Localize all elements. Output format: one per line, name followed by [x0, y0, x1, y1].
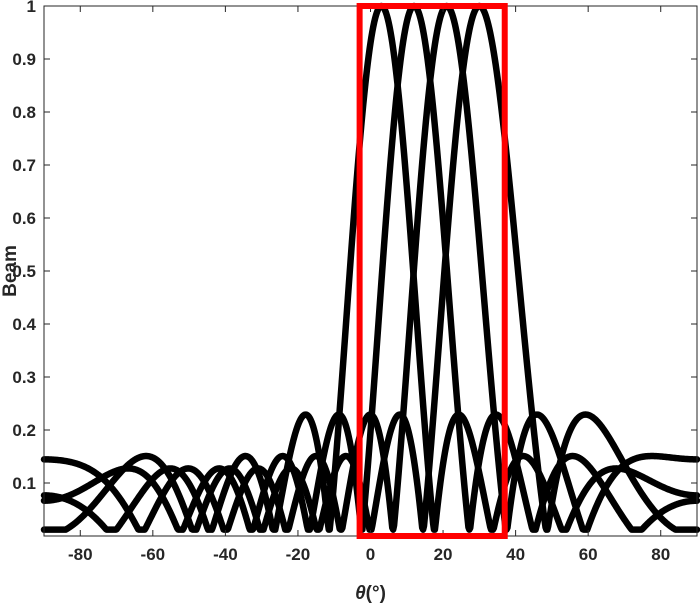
y-tick-label: 0.6 [12, 209, 36, 228]
x-tick-label: -20 [286, 545, 311, 564]
y-tick-label: 0.1 [12, 474, 36, 493]
x-tick-label: 60 [579, 545, 598, 564]
beam-series-line-3 [40, 2, 700, 533]
y-tick-label: 0.3 [12, 368, 36, 387]
x-tick-label: -40 [213, 545, 238, 564]
y-tick-label: 1 [27, 0, 36, 16]
x-tick-label: 0 [366, 545, 375, 564]
beam-series-line-2 [40, 2, 700, 533]
beam-series-line-4 [40, 2, 700, 533]
x-tick-label: 40 [506, 545, 525, 564]
x-axis-label-unit: (°) [366, 583, 386, 604]
x-tick-label: 20 [434, 545, 453, 564]
y-axis-ticks: 0.1 0.2 0.3 0.4 0.5 0.6 0.7 0.8 0.9 1 [12, 0, 697, 493]
beam-curves [40, 2, 700, 533]
x-tick-label: -60 [141, 545, 166, 564]
highlight-rectangle [356, 3, 508, 539]
y-tick-label: 0.2 [12, 421, 36, 440]
y-tick-label: 0.7 [12, 156, 36, 175]
y-axis-label: Beam [0, 245, 21, 297]
x-axis-label: θ(°) [355, 583, 386, 604]
y-tick-label: 0.4 [12, 315, 36, 334]
x-axis-ticks: -80 -60 -40 -20 0 20 40 60 80 [68, 6, 670, 564]
y-tick-label: 0.9 [12, 50, 36, 69]
x-tick-label: 80 [651, 545, 670, 564]
x-axis-label-symbol: θ [355, 583, 366, 604]
highlight-box [356, 3, 508, 539]
y-tick-label: 0.5 [12, 262, 36, 281]
y-tick-label: 0.8 [12, 103, 36, 122]
x-tick-label: -80 [68, 545, 93, 564]
